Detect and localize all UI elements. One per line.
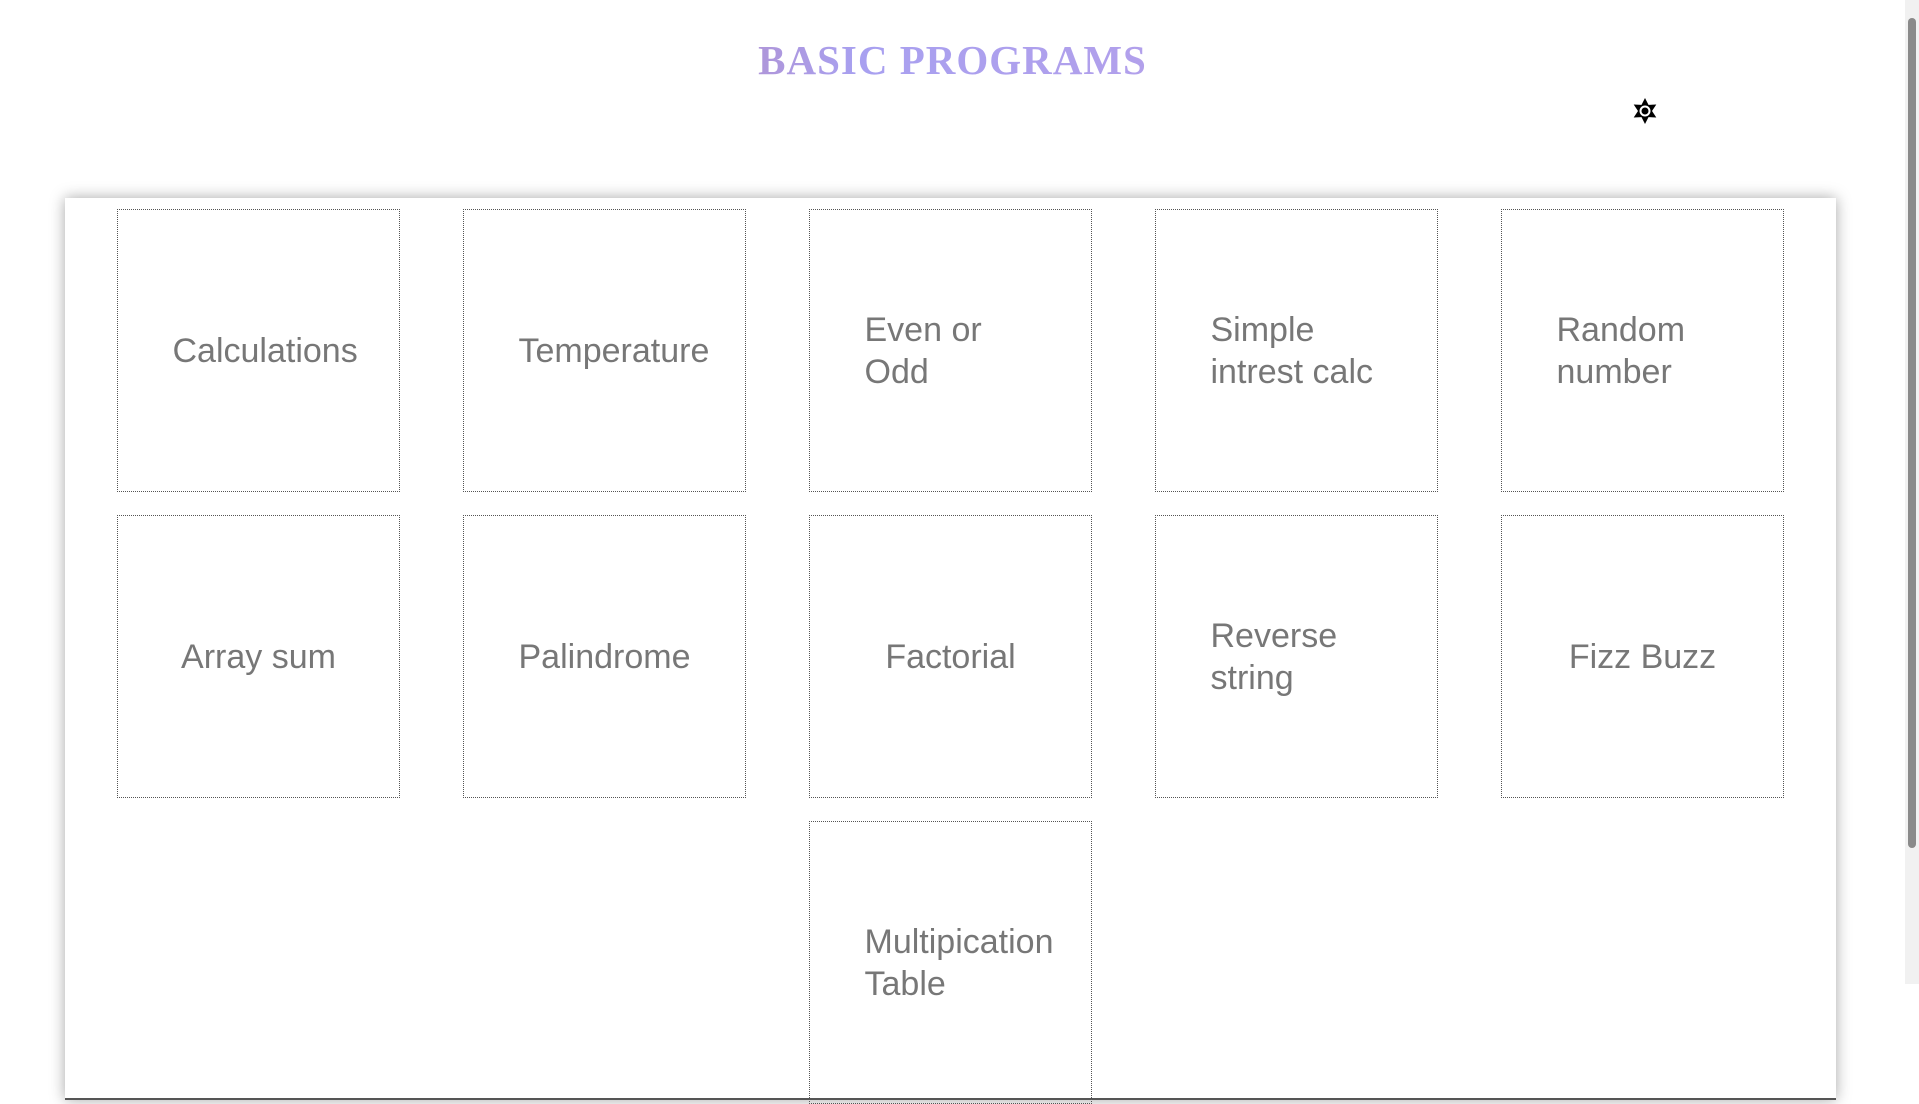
program-card[interactable]: Multipication Table bbox=[809, 821, 1092, 1104]
program-card[interactable]: Calculations bbox=[117, 209, 400, 492]
card-grid: Calculations Temperature Even or Odd Simple… bbox=[117, 209, 1784, 1104]
card-label: Calculations bbox=[172, 331, 358, 370]
card-label: Palindrome bbox=[518, 637, 691, 676]
scroll-thumb[interactable] bbox=[1908, 18, 1916, 848]
program-card[interactable]: Reverse string bbox=[1155, 515, 1438, 798]
program-card[interactable]: Temperature bbox=[463, 209, 746, 492]
program-card[interactable]: Factorial bbox=[809, 515, 1092, 798]
card-label: Temperature bbox=[518, 331, 710, 370]
program-card[interactable]: Even or Odd bbox=[809, 209, 1092, 492]
card-container: Calculations Temperature Even or Odd Simple… bbox=[65, 198, 1836, 1104]
card-label: Random number bbox=[1556, 310, 1686, 391]
card-label: Multipication Table bbox=[864, 922, 1054, 1003]
card-label: Reverse string bbox=[1210, 616, 1338, 697]
card-label: Factorial bbox=[885, 637, 1016, 676]
card-label: Array sum bbox=[181, 637, 336, 676]
page-title: BASIC PROGRAMS bbox=[0, 36, 1905, 84]
theme-toggle[interactable] bbox=[1632, 98, 1658, 124]
program-card[interactable]: Array sum bbox=[117, 515, 400, 798]
program-card[interactable]: Simple intrest calc bbox=[1155, 209, 1438, 492]
card-label: Simple intrest calc bbox=[1210, 310, 1374, 391]
scrollbar[interactable] bbox=[1905, 0, 1919, 984]
program-card[interactable]: Fizz Buzz bbox=[1501, 515, 1784, 798]
program-card[interactable]: Random number bbox=[1501, 209, 1784, 492]
card-label: Fizz Buzz bbox=[1568, 637, 1717, 676]
program-card[interactable]: Palindrome bbox=[463, 515, 746, 798]
card-label: Even or Odd bbox=[864, 310, 982, 391]
